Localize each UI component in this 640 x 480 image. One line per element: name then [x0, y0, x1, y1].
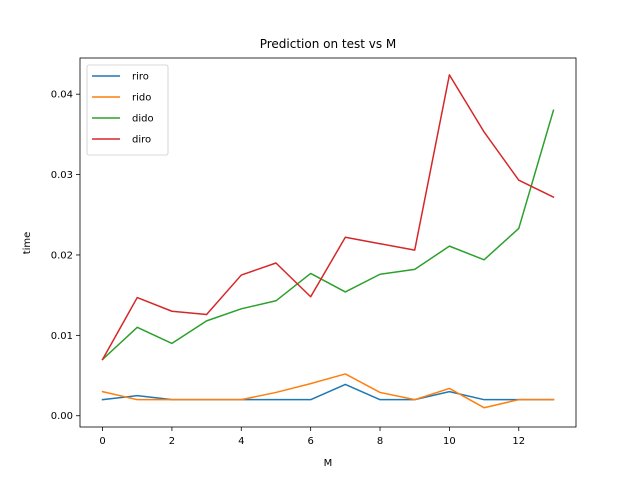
x-tick-label: 6 [307, 436, 313, 447]
x-tick-label: 10 [443, 436, 456, 447]
y-axis-label: time [22, 232, 33, 255]
x-axis: 0 2 4 6 8 10 12 [99, 427, 525, 447]
y-tick-label: 0.00 [51, 411, 73, 422]
x-tick-label: 2 [169, 436, 175, 447]
x-tick-label: 8 [377, 436, 383, 447]
series-line-diro [101, 74, 555, 361]
legend-box [86, 64, 169, 156]
series-layer [101, 74, 555, 409]
y-tick-label: 0.03 [51, 170, 73, 181]
x-tick-label: 4 [238, 436, 244, 447]
x-tick-label: 0 [99, 436, 105, 447]
legend-label-diro: diro [132, 135, 151, 146]
y-tick-label: 0.04 [51, 90, 73, 101]
y-axis: 0.00 0.01 0.02 0.03 0.04 [51, 90, 80, 422]
legend-label-dido: dido [132, 114, 154, 125]
legend: riro rido dido diro [86, 64, 169, 156]
y-tick-label: 0.02 [51, 250, 73, 261]
series-line-rido [101, 373, 555, 409]
series-line-dido [101, 109, 555, 361]
chart-title: Prediction on test vs M [260, 37, 397, 51]
plot-frame [79, 57, 577, 428]
x-axis-label: M [324, 458, 333, 469]
y-tick-label: 0.01 [51, 331, 73, 342]
legend-label-riro: riro [132, 72, 149, 83]
legend-label-rido: rido [132, 93, 151, 104]
x-tick-label: 12 [512, 436, 525, 447]
